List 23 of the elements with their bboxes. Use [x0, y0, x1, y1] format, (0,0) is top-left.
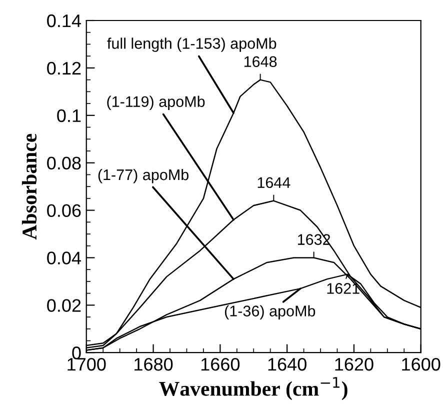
x-tick-label: 1620	[335, 358, 374, 371]
y-tick-label: 0	[72, 346, 81, 360]
y-tick-label: 0.08	[47, 156, 81, 170]
y-tick-label: 0.12	[47, 62, 81, 75]
y-tick-label: 0.14	[47, 14, 81, 28]
annotation: full length (1-153) apoMb	[107, 38, 276, 52]
annotation: (1-119) apoMb	[107, 96, 205, 110]
y-axis-title: Absorbance	[22, 134, 37, 240]
x-tick-label: 1660	[201, 358, 240, 371]
y-tick-label: 0.04	[47, 252, 81, 264]
annotation: 1648	[244, 56, 277, 68]
annotation: (1-77) apoMb	[98, 168, 188, 184]
annotation: (1-36) apoMb	[224, 305, 316, 320]
y-tick-label: 0.06	[47, 204, 81, 217]
x-tick-label: 1640	[268, 358, 306, 371]
x-tick-label: 1680	[134, 358, 173, 371]
x-tick-label: 1600	[402, 358, 440, 371]
x-tick-label: 1700	[68, 358, 106, 371]
annotation: 1644	[258, 177, 290, 188]
x-axis-title: Wavenumber (cm$^{−1}$)	[159, 377, 348, 400]
annotation: 1621	[327, 283, 360, 294]
y-tick-label: 0.1	[57, 109, 81, 122]
y-tick-label: 0.02	[47, 299, 81, 312]
